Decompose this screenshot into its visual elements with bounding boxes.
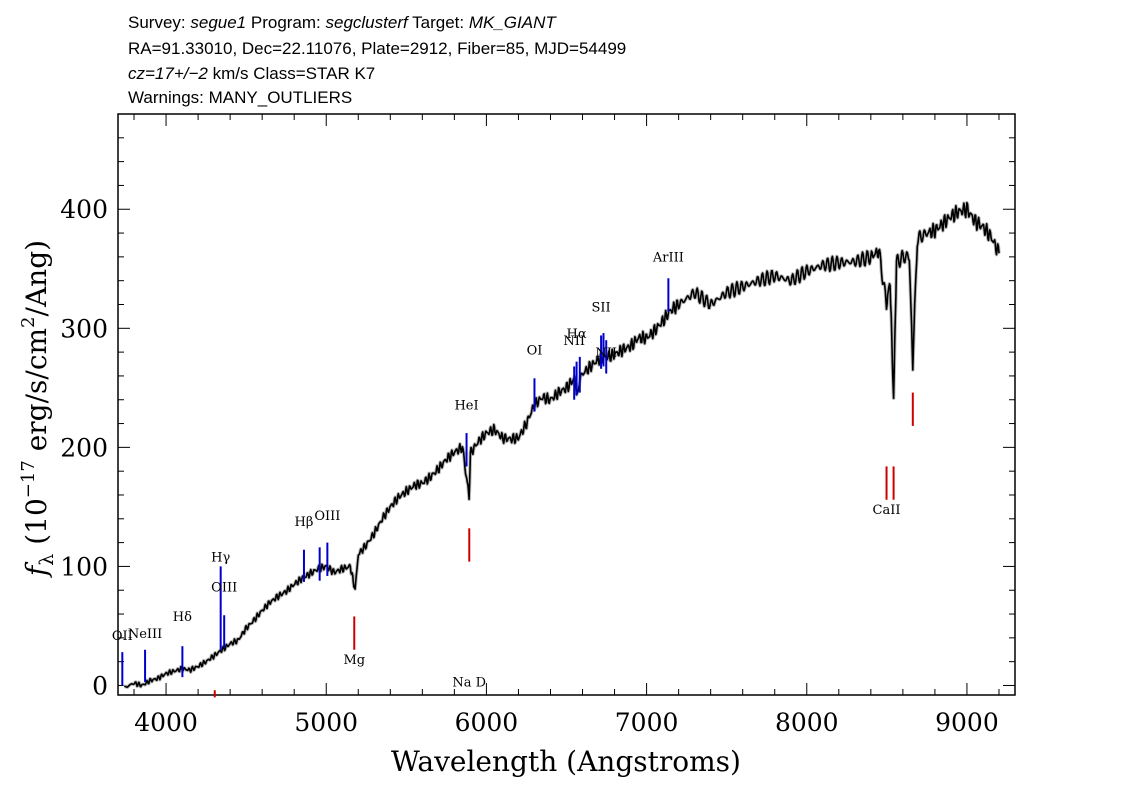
chart-header: Survey: segue1 Program: segclusterf Targ… <box>128 13 626 107</box>
y-tick-label: 0 <box>92 671 108 700</box>
emission-line-label: OII <box>112 629 133 644</box>
header-line-2: RA=91.33010, Dec=22.11076, Plate=2912, F… <box>128 39 626 58</box>
y-tick-label: 200 <box>60 433 108 462</box>
emission-line-label: ArIII <box>652 251 684 266</box>
header-line-4: Warnings: MANY_OUTLIERS <box>128 88 352 107</box>
y-tick-label: 100 <box>60 552 108 581</box>
emission-line-label: Hδ <box>173 610 192 625</box>
axis-ticks: 4000 5000 6000 7000 8000 9000 0 100 200 300 400 <box>60 113 1015 737</box>
absorption-line-label: Na D <box>452 676 486 691</box>
emission-line-label: Hα <box>567 327 587 342</box>
absorption-line-label: Mg <box>343 653 365 668</box>
x-axis-label: Wavelength (Angstroms) <box>391 745 741 778</box>
emission-line-label: NII <box>563 334 585 349</box>
emission-line-label: NeIII <box>128 627 162 642</box>
absorption-line-label: CaII <box>873 503 901 518</box>
x-tick-label: 5000 <box>294 708 358 737</box>
x-tick-label: 8000 <box>775 708 839 737</box>
spectrum-series <box>123 200 1001 689</box>
plot-frame <box>117 113 1016 696</box>
emission-line-label: OIII <box>211 580 237 595</box>
header-line-3: cz=17+/−2 km/s Class=STAR K7 <box>128 64 375 83</box>
emission-line-label: Hγ <box>211 551 230 566</box>
x-tick-label: 4000 <box>134 708 198 737</box>
emission-line-label: NII <box>595 346 617 361</box>
emission-line-label: HeI <box>454 398 478 413</box>
x-tick-label: 7000 <box>615 708 679 737</box>
emission-line-label: OIII <box>314 509 340 524</box>
y-tick-label: 300 <box>60 314 108 343</box>
emission-line-label: Hβ <box>295 515 314 530</box>
emission-line-label: OI <box>527 343 543 358</box>
emission-line-label: SII <box>592 301 611 316</box>
header-line-1: Survey: segue1 Program: segclusterf Targ… <box>128 13 557 32</box>
x-tick-label: 9000 <box>935 708 999 737</box>
y-tick-label: 400 <box>60 195 108 224</box>
y-axis-label: fλ (10−17 erg/s/cm2/Ang) <box>18 240 58 578</box>
spectrum-error-band <box>123 200 1001 689</box>
spectrum-line <box>123 201 1000 688</box>
x-tick-label: 6000 <box>455 708 519 737</box>
